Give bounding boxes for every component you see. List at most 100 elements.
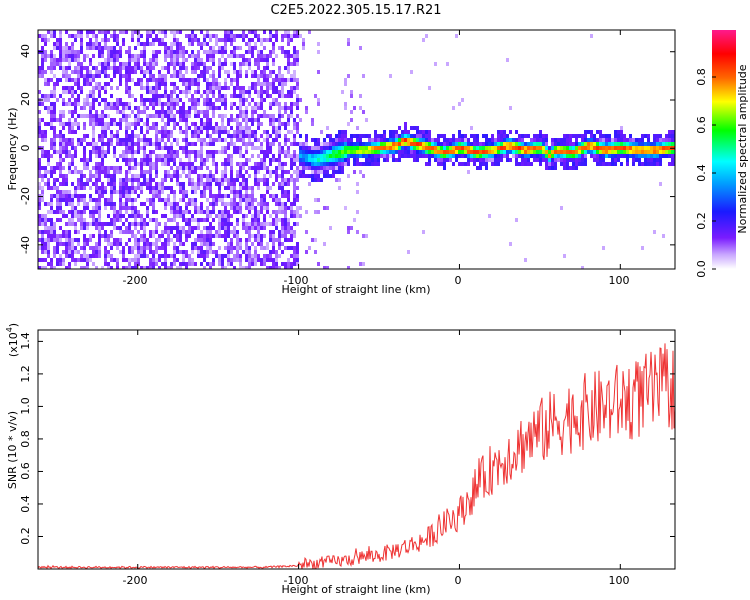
heatmap-cell — [92, 30, 95, 34]
heatmap-cell — [338, 138, 341, 142]
heatmap-cell — [485, 142, 488, 146]
heatmap-cell — [365, 154, 368, 158]
heatmap-cell — [131, 30, 134, 34]
heatmap-cell — [305, 166, 308, 170]
heatmap-cell — [263, 38, 266, 42]
heatmap-cell — [227, 202, 230, 206]
heatmap-cell — [59, 174, 62, 178]
heatmap-cell — [224, 226, 227, 230]
heatmap-cell — [152, 194, 155, 198]
heatmap-cell — [98, 170, 101, 174]
heatmap-cell — [275, 238, 278, 242]
heatmap-cell — [458, 154, 461, 158]
heatmap-cell — [413, 154, 416, 158]
snr-xtick-label: -100 — [284, 574, 309, 587]
heatmap-cell — [71, 250, 74, 254]
heatmap-cell — [128, 194, 131, 198]
heatmap-cell — [86, 142, 89, 146]
heatmap-cell — [248, 206, 251, 210]
heatmap-cell — [95, 218, 98, 222]
heatmap-cell — [281, 50, 284, 54]
heatmap-cell — [110, 166, 113, 170]
heatmap-cell — [215, 122, 218, 126]
heatmap-cell — [38, 218, 41, 222]
heatmap-cell — [173, 250, 176, 254]
heatmap-cell — [152, 206, 155, 210]
heatmap-cell — [152, 54, 155, 58]
heatmap-cell — [641, 154, 644, 158]
heatmap-cell — [38, 186, 41, 190]
heatmap-cell — [77, 170, 80, 174]
heatmap-cell — [191, 78, 194, 82]
heatmap-cell — [335, 162, 338, 166]
heatmap-cell — [260, 50, 263, 54]
heatmap-cell — [221, 178, 224, 182]
heatmap-cell — [44, 230, 47, 234]
heatmap-cell — [305, 106, 308, 110]
heatmap-cell — [125, 30, 128, 34]
heatmap-cell — [368, 134, 371, 138]
heatmap-cell — [230, 190, 233, 194]
heatmap-cell — [215, 82, 218, 86]
heatmap-cell — [416, 142, 419, 146]
heatmap-cell — [98, 162, 101, 166]
heatmap-cell — [152, 74, 155, 78]
spectrogram-ytick-label: -40 — [19, 236, 32, 254]
heatmap-cell — [233, 234, 236, 238]
heatmap-cell — [491, 142, 494, 146]
heatmap-cell — [386, 150, 389, 154]
heatmap-cell — [38, 198, 41, 202]
heatmap-cell — [350, 134, 353, 138]
heatmap-cell — [65, 102, 68, 106]
heatmap-cell — [161, 42, 164, 46]
heatmap-cell — [149, 186, 152, 190]
heatmap-cell — [233, 130, 236, 134]
heatmap-cell — [236, 118, 239, 122]
heatmap-cell — [617, 134, 620, 138]
heatmap-cell — [146, 170, 149, 174]
heatmap-cell — [452, 106, 455, 110]
heatmap-cell — [362, 134, 365, 138]
heatmap-cell — [143, 218, 146, 222]
heatmap-cell — [470, 126, 473, 130]
heatmap-cell — [281, 90, 284, 94]
heatmap-cell — [449, 154, 452, 158]
heatmap-cell — [338, 142, 341, 146]
heatmap-cell — [68, 126, 71, 130]
heatmap-cell — [104, 86, 107, 90]
heatmap-cell — [164, 262, 167, 266]
heatmap-cell — [578, 150, 581, 154]
heatmap-cell — [434, 138, 437, 142]
heatmap-cell — [128, 150, 131, 154]
heatmap-cell — [398, 126, 401, 130]
heatmap-cell — [239, 46, 242, 50]
heatmap-cell — [224, 234, 227, 238]
heatmap-cell — [110, 106, 113, 110]
heatmap-cell — [173, 162, 176, 166]
heatmap-cell — [206, 114, 209, 118]
heatmap-cell — [140, 42, 143, 46]
heatmap-cell — [119, 50, 122, 54]
heatmap-cell — [95, 186, 98, 190]
heatmap-cell — [98, 202, 101, 206]
heatmap-cell — [287, 206, 290, 210]
heatmap-cell — [224, 62, 227, 66]
heatmap-cell — [395, 138, 398, 142]
heatmap-cell — [518, 138, 521, 142]
heatmap-cell — [188, 202, 191, 206]
heatmap-cell — [320, 178, 323, 182]
heatmap-cell — [146, 154, 149, 158]
heatmap-cell — [536, 154, 539, 158]
heatmap-cell — [62, 214, 65, 218]
heatmap-cell — [269, 86, 272, 90]
heatmap-cell — [116, 166, 119, 170]
heatmap-cell — [80, 158, 83, 162]
heatmap-cell — [272, 62, 275, 66]
heatmap-cell — [158, 42, 161, 46]
heatmap-cell — [308, 162, 311, 166]
heatmap-cell — [95, 146, 98, 150]
heatmap-cell — [47, 202, 50, 206]
heatmap-cell — [110, 34, 113, 38]
heatmap-cell — [83, 134, 86, 138]
heatmap-cell — [158, 70, 161, 74]
